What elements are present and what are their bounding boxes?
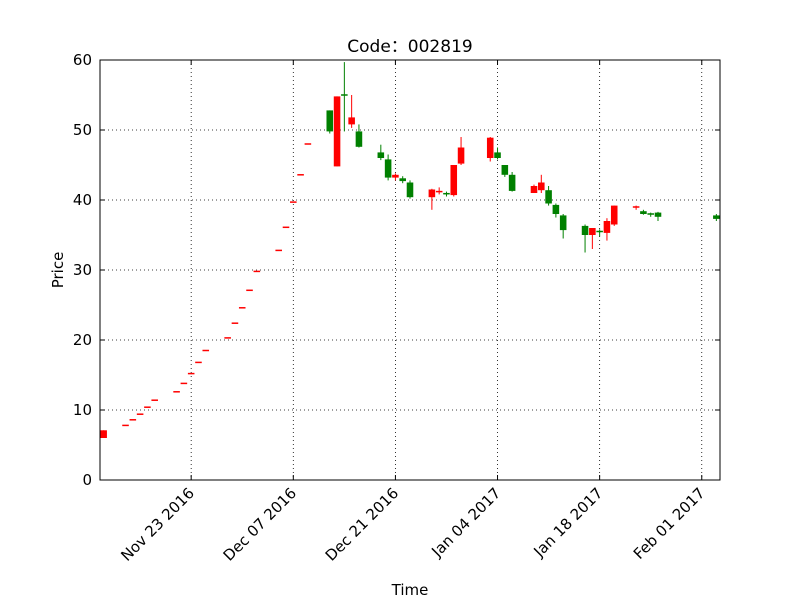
y-tick-label: 0: [82, 471, 92, 489]
candle-body: [530, 186, 538, 193]
candles: [100, 62, 720, 438]
candle-body: [297, 174, 304, 176]
candle-body: [428, 189, 436, 198]
candle-body: [589, 228, 596, 235]
candle-body: [443, 192, 450, 195]
plot-frame: [99, 59, 721, 481]
candle-body: [180, 382, 188, 385]
candle-body: [246, 289, 253, 292]
candle-body: [275, 249, 282, 252]
candle-body: [596, 230, 603, 233]
candle-body: [654, 212, 662, 217]
candle-body: [122, 424, 129, 427]
candle-body: [435, 190, 443, 193]
x-tick-label: Dec 07 2016: [220, 484, 300, 564]
candle-body: [552, 204, 560, 214]
x-tick-label: Dec 21 2016: [322, 484, 402, 564]
candle-body: [545, 190, 552, 204]
candle-body: [224, 337, 231, 339]
y-tick-label: 30: [73, 261, 92, 279]
candle-body: [144, 406, 151, 408]
candle-body: [151, 399, 158, 401]
candle-body: [231, 322, 239, 324]
candle-body: [392, 174, 399, 178]
candle-body: [501, 165, 509, 175]
candle-body: [538, 182, 545, 191]
candle-body: [100, 430, 107, 438]
candle-body: [406, 182, 414, 198]
y-tick-label: 20: [73, 331, 92, 349]
x-tick-label: Feb 01 2017: [630, 484, 709, 563]
candle-body: [494, 152, 501, 158]
y-tick-label: 50: [73, 121, 92, 139]
candle-body: [341, 94, 348, 96]
candle-body: [457, 147, 465, 164]
candle-body: [581, 225, 589, 235]
candle-body: [559, 215, 567, 231]
candle-body: [632, 206, 640, 208]
candle-body: [136, 413, 144, 415]
candle-body: [326, 110, 334, 132]
candle-body: [640, 211, 647, 214]
y-tick-label: 40: [73, 191, 92, 209]
y-tick-label: 60: [73, 51, 92, 69]
x-tick-label: Jan 04 2017: [427, 484, 504, 561]
candle-body: [603, 221, 611, 233]
candle-body: [202, 349, 210, 352]
candle-body: [195, 361, 202, 364]
candle-body: [399, 178, 406, 182]
candle-body: [713, 215, 720, 219]
candle-body: [486, 137, 494, 158]
candle-body: [384, 159, 392, 178]
y-axis-label: Price: [49, 252, 67, 289]
candle-body: [238, 307, 246, 309]
candle-body: [348, 117, 355, 125]
chart-title: Code：002819: [347, 37, 472, 57]
x-tick-label: Nov 23 2016: [117, 484, 198, 565]
candle-body: [129, 419, 137, 421]
candle-body: [377, 152, 385, 158]
y-tick-label: 10: [73, 401, 92, 419]
candle-body: [304, 143, 312, 145]
candle-body: [290, 201, 297, 203]
candle-body: [450, 165, 458, 196]
candle-body: [253, 270, 261, 273]
candle-body: [647, 213, 654, 215]
x-tick-label: Jan 18 2017: [529, 484, 606, 561]
candle-body: [187, 372, 195, 375]
candle-body: [333, 96, 341, 167]
candle-body: [508, 174, 516, 191]
x-axis-label: Time: [391, 581, 429, 599]
candle-body: [282, 226, 290, 229]
candle-body: [355, 131, 363, 147]
candle-body: [610, 205, 618, 225]
candle-body: [173, 391, 180, 393]
